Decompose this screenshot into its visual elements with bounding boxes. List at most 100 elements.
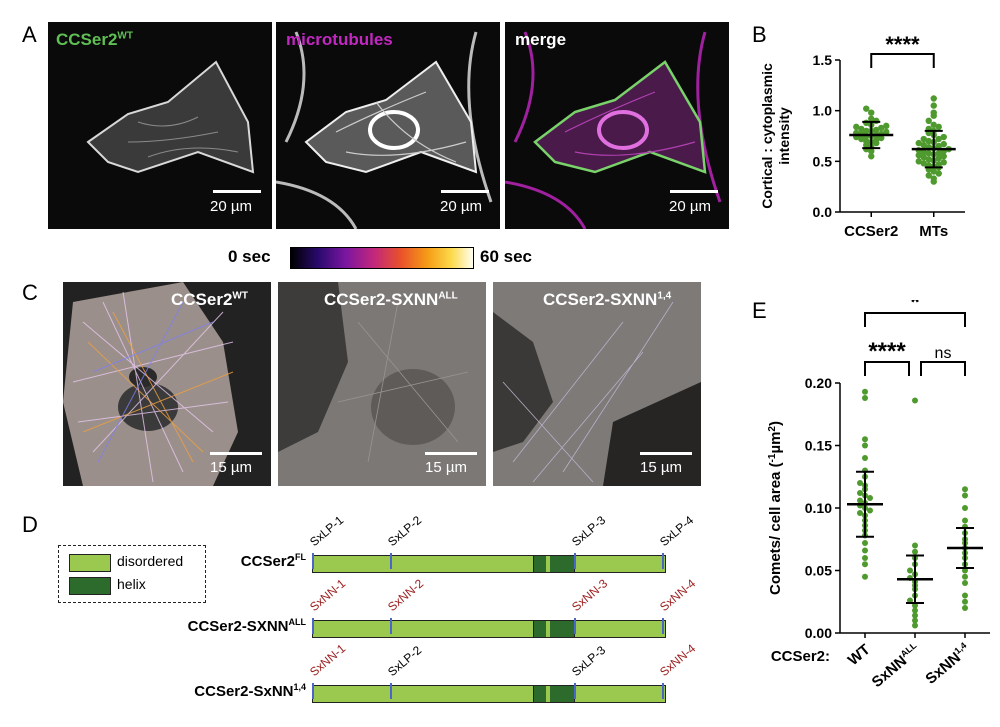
x-axis-prefix: CCSer2:	[771, 648, 830, 665]
data-point	[862, 442, 868, 449]
domain-legend: disordered helix	[58, 545, 206, 603]
data-point	[940, 133, 947, 141]
data-point	[883, 122, 890, 130]
x-category-label: SxNNALL	[868, 640, 924, 691]
site-marker-2-2	[574, 683, 576, 699]
data-point	[862, 573, 868, 580]
label-c-sxnn-14-base: CCSer2-SXNN	[543, 290, 658, 309]
data-point	[915, 152, 922, 159]
data-point	[962, 505, 968, 511]
data-point	[883, 128, 890, 136]
scale-bar-a2	[441, 190, 489, 193]
data-point	[912, 397, 918, 404]
legend-swatch-disordered	[69, 554, 111, 572]
data-point	[873, 126, 880, 134]
site-marker-1-3	[662, 618, 664, 634]
site-label-2-2: SxLP-3	[569, 642, 609, 679]
panel-label-e: E	[752, 298, 767, 323]
construct-bar-1	[312, 620, 666, 638]
cell-image-microtubules	[276, 31, 493, 229]
site-marker-0-0	[312, 553, 314, 569]
data-point	[962, 605, 968, 611]
helix-domain-1	[533, 621, 575, 637]
data-point	[912, 542, 918, 549]
data-point	[930, 121, 937, 129]
y-axis-label: Cortical : cytoplasmicintensity	[759, 63, 792, 209]
site-label-0-2: SxLP-3	[569, 512, 609, 549]
data-point	[925, 172, 932, 179]
y-tick-label: 1.5	[813, 52, 833, 68]
data-point	[920, 160, 927, 167]
data-point	[925, 117, 932, 125]
data-point	[962, 592, 968, 599]
data-point	[862, 547, 868, 554]
helix-domain-0	[533, 556, 575, 572]
site-label-1-2: SxNN-3	[569, 576, 611, 614]
data-point	[907, 567, 913, 574]
micrograph-c-sxnn-all: CCSer2-SXNNALL 15 µm	[278, 282, 486, 486]
panel-label-d: D	[22, 512, 38, 537]
data-point	[863, 127, 870, 135]
label-c-sxnn-14-sup: 1,4	[657, 290, 672, 302]
data-point	[912, 607, 918, 614]
data-point	[862, 561, 868, 568]
y-tick-label: 0.05	[805, 563, 832, 579]
chart-b: 0.0 0.5 1.0 1.5 Cortical : cytoplasmicintens…	[759, 32, 965, 240]
label-ccser2: CCSer2WT	[56, 30, 133, 50]
data-point	[935, 155, 942, 162]
scale-bar-a1	[213, 190, 261, 193]
construct-name-sup-2: 1,4	[293, 682, 306, 692]
data-point	[935, 142, 942, 150]
site-label-0-1: SxLP-2	[385, 512, 425, 549]
x-category-label: MTs	[919, 223, 948, 240]
data-point	[912, 617, 918, 624]
scale-label-c3: 15 µm	[640, 459, 682, 476]
site-marker-0-2	[574, 553, 576, 569]
construct-name-base-1: CCSer2-SXNN	[187, 618, 289, 635]
data-point	[857, 480, 863, 486]
helix-gap-2	[546, 686, 550, 702]
data-point	[857, 497, 863, 504]
data-point	[867, 507, 873, 514]
label-c-wt: CCSer2WT	[171, 290, 248, 310]
y-tick-label: 0.15	[805, 438, 832, 454]
site-label-1-3: SxNN-4	[657, 576, 699, 614]
significance-bracket	[870, 53, 935, 68]
data-point	[862, 555, 868, 561]
data-point	[962, 517, 968, 524]
legend-label-disordered: disordered	[117, 553, 184, 569]
site-label-2-0: SxNN-1	[307, 641, 349, 679]
y-tick-label: 0.10	[805, 500, 832, 516]
data-point	[962, 492, 968, 499]
data-point	[920, 135, 927, 143]
data-point	[920, 154, 927, 161]
significance-label: *	[910, 300, 920, 316]
data-point	[863, 105, 870, 112]
data-point	[863, 137, 870, 145]
y-tick-label: 0.00	[805, 625, 832, 641]
panel-label-b: B	[752, 22, 767, 47]
y-axis-label-main: Comets/ cell area (	[767, 462, 784, 595]
significance-bracket	[864, 312, 966, 327]
data-point	[878, 124, 885, 132]
helix-gap-1	[546, 621, 550, 637]
significance-bracket	[920, 361, 966, 376]
significance-label: ns	[935, 345, 952, 362]
data-point	[930, 95, 937, 102]
data-point	[862, 455, 868, 461]
site-label-1-1: SxNN-2	[385, 576, 427, 614]
data-point	[940, 140, 947, 148]
data-point	[920, 141, 927, 149]
label-c-sxnn-14: CCSer2-SXNN1,4	[543, 290, 671, 310]
data-point	[935, 150, 942, 157]
y-axis-label-line2: intensity	[776, 107, 792, 165]
time-colorbar	[290, 247, 474, 269]
data-point	[930, 175, 937, 182]
data-point	[935, 123, 942, 131]
data-point	[935, 170, 942, 177]
data-point	[940, 159, 947, 166]
micrograph-c-sxnn-14: CCSer2-SXNN1,4 15 µm	[493, 282, 701, 486]
label-ccser2-base: CCSer2	[56, 30, 118, 49]
data-point	[925, 137, 932, 145]
data-point	[873, 136, 880, 144]
